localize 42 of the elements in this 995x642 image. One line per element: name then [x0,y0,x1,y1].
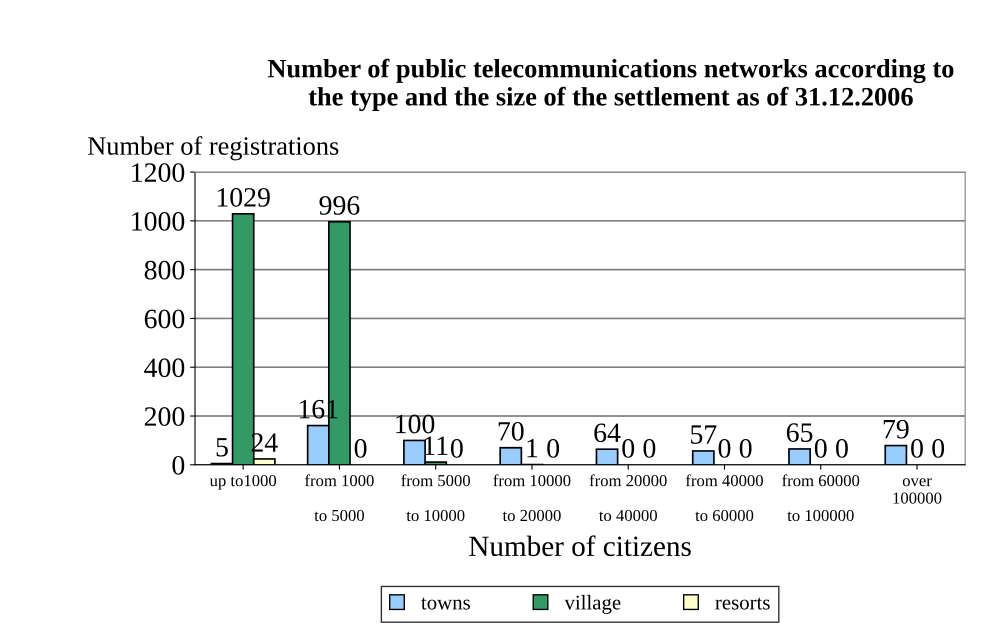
data-label: 70 [498,422,524,441]
data-label: 0 [814,439,827,458]
legend-label: resorts [715,598,770,610]
category-label: from 20000 to 40000 [590,474,667,522]
data-label: 0 [354,439,366,458]
data-label: 0 [718,439,730,458]
data-label: 1 [527,438,538,458]
data-label: 57 [691,425,716,444]
y-tick-label: 800 [144,260,184,280]
category-label: from 40000 to 60000 [686,474,763,522]
category-label: from 1000 to 5000 [304,474,374,522]
x-axis-title: Number of citizens [469,535,691,556]
data-label: 64 [594,423,620,442]
data-label: 996 [319,196,360,215]
data-label: 65 [786,423,812,442]
y-tick-label: 0 [172,456,184,475]
y-tick-label: 1200 [132,163,184,182]
data-label: 5 [216,438,228,457]
data-label: 0 [911,439,923,458]
data-label: 0 [547,439,560,458]
y-axis-title: Number of registrations [88,136,338,160]
y-tick-label: 400 [144,358,184,378]
x-tick-label: over 100000 [893,478,942,504]
data-label: 0 [836,439,848,458]
data-label: 100 [396,414,434,434]
category-label: from 10000 to 20000 [493,474,570,522]
legend-label: towns [421,598,470,610]
data-label: 0 [740,439,752,458]
data-label: 0 [932,439,944,458]
data-label: 0 [450,439,463,458]
data-label: 1029 [218,188,270,207]
data-label: 79 [884,420,909,439]
category-label: from 60000 to 100000 [782,474,860,522]
x-tick-label: up to1000 [210,475,276,490]
category-label: from 5000 to 10000 [401,474,470,522]
data-label: 0 [644,439,656,458]
legend-label: village [564,594,620,614]
y-tick-label: 200 [144,407,184,426]
y-tick-label: 1000 [132,212,184,231]
chart-title: Number of public telecommunications networks according to the type and the size of the settlement as of 31.12.2006 [268,58,954,112]
data-label: 0 [622,439,634,458]
y-tick-label: 600 [144,310,184,328]
